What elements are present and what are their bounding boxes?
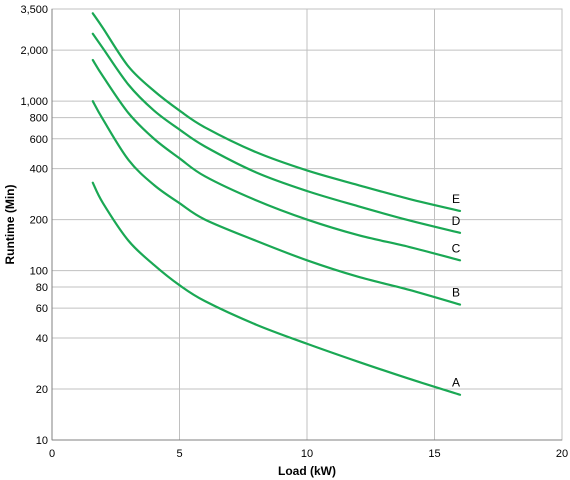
series-label-c: C xyxy=(452,241,461,255)
series-label-d: D xyxy=(452,214,461,228)
y-tick-label: 80 xyxy=(36,282,48,294)
y-tick-label: 40 xyxy=(36,333,48,345)
y-tick-label: 10 xyxy=(36,435,48,447)
x-axis-title: Load (kW) xyxy=(278,464,336,478)
x-tick-label: 20 xyxy=(556,448,568,460)
x-tick-label: 10 xyxy=(301,448,313,460)
x-tick-label: 15 xyxy=(428,448,440,460)
series-line-a xyxy=(91,181,462,396)
y-tick-label: 200 xyxy=(30,215,48,227)
grid xyxy=(51,8,563,441)
y-tick-label: 400 xyxy=(30,164,48,176)
series-line-d xyxy=(91,32,462,234)
series-label-a: A xyxy=(452,376,460,390)
series-line-e xyxy=(91,12,462,213)
series-label-e: E xyxy=(452,192,460,206)
y-tick-label: 20 xyxy=(36,384,48,396)
y-tick-label: 2,000 xyxy=(20,45,48,57)
series-labels: A B CDE xyxy=(452,192,461,390)
y-tick-label: 100 xyxy=(30,266,48,278)
series-line-b xyxy=(91,100,462,306)
y-tick-label: 1,000 xyxy=(20,96,48,108)
y-tick-label: 3,500 xyxy=(20,4,48,16)
tick-labels: 0 5 10 15 20 10 20 40 60 80 100 200 400 600 800 1,000 2,… xyxy=(20,4,568,460)
series-line-c xyxy=(91,58,462,262)
series-lines xyxy=(91,12,462,396)
series-label-b: B xyxy=(452,286,460,300)
x-tick-label: 0 xyxy=(49,448,55,460)
y-axis-title: Runtime (Min) xyxy=(3,185,17,265)
y-tick-label: 800 xyxy=(30,113,48,125)
x-tick-label: 5 xyxy=(176,448,182,460)
y-tick-label: 600 xyxy=(30,134,48,146)
y-tick-label: 60 xyxy=(36,303,48,315)
